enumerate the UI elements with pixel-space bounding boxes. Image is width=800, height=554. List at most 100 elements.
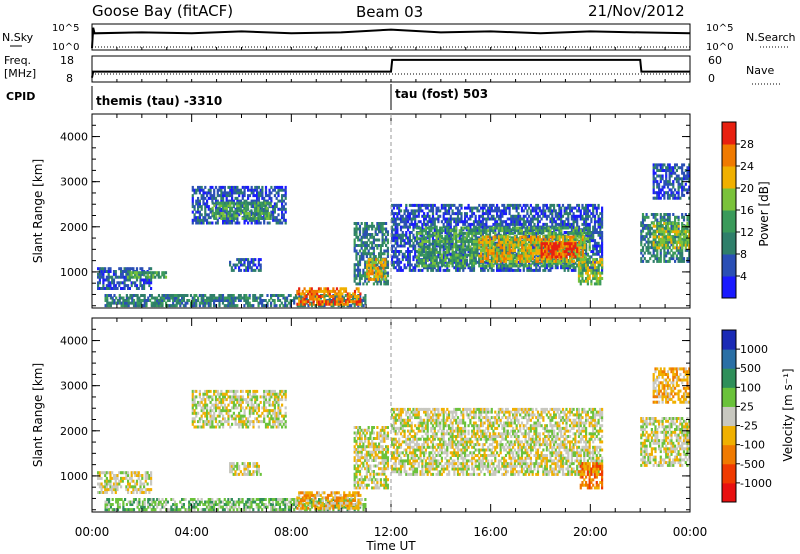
data-cell bbox=[478, 259, 481, 262]
data-cell bbox=[236, 258, 239, 262]
data-cell bbox=[439, 258, 442, 262]
data-cell bbox=[569, 212, 572, 216]
data-cell bbox=[161, 301, 164, 305]
data-cell bbox=[391, 236, 394, 240]
data-cell bbox=[451, 259, 454, 262]
data-cell bbox=[547, 268, 550, 272]
data-cell bbox=[565, 253, 568, 257]
data-cell bbox=[383, 279, 386, 283]
data-cell bbox=[490, 245, 493, 249]
data-cell bbox=[200, 296, 203, 300]
data-cell bbox=[232, 263, 235, 267]
data-cell bbox=[392, 252, 395, 256]
data-cell bbox=[451, 245, 454, 249]
data-cell bbox=[567, 231, 570, 235]
data-cell bbox=[401, 225, 404, 229]
data-cell bbox=[478, 209, 481, 213]
data-cell bbox=[392, 236, 395, 240]
data-cell bbox=[483, 212, 486, 216]
data-cell bbox=[599, 250, 602, 253]
data-cell bbox=[120, 281, 123, 285]
data-cell bbox=[440, 261, 443, 265]
data-cell bbox=[248, 263, 251, 267]
data-cell bbox=[229, 211, 232, 215]
data-cell bbox=[391, 231, 394, 234]
data-cell bbox=[252, 299, 255, 302]
data-cell bbox=[394, 225, 397, 229]
data-cell bbox=[236, 201, 239, 205]
data-cell bbox=[254, 185, 257, 189]
data-cell bbox=[561, 214, 565, 218]
data-cell bbox=[599, 247, 602, 251]
data-cell bbox=[592, 244, 595, 248]
data-cell bbox=[601, 222, 604, 226]
data-cell bbox=[513, 253, 516, 257]
data-cell bbox=[408, 241, 411, 245]
data-cell bbox=[375, 272, 378, 276]
data-cell bbox=[510, 268, 513, 272]
data-cell bbox=[455, 268, 458, 272]
data-cell bbox=[430, 209, 433, 213]
data-cell bbox=[220, 211, 223, 215]
data-cell bbox=[526, 203, 529, 207]
data-cell bbox=[506, 238, 509, 242]
data-cell bbox=[245, 199, 248, 203]
data-cell bbox=[487, 254, 490, 258]
data-cell bbox=[488, 206, 492, 210]
data-cell bbox=[554, 239, 557, 243]
data-cell bbox=[232, 201, 235, 205]
data-cell bbox=[391, 258, 394, 262]
data-cell bbox=[193, 301, 196, 305]
data-cell bbox=[549, 212, 552, 216]
data-cell bbox=[601, 244, 604, 248]
data-cell bbox=[419, 268, 422, 272]
data-cell bbox=[446, 264, 449, 268]
data-cell bbox=[408, 250, 411, 253]
data-cell bbox=[503, 238, 506, 242]
data-cell bbox=[553, 203, 556, 207]
data-cell bbox=[209, 188, 212, 192]
data-cell bbox=[572, 206, 575, 210]
data-cell bbox=[175, 304, 178, 308]
data-cell bbox=[426, 236, 429, 240]
data-cell bbox=[213, 296, 216, 300]
data-cell bbox=[399, 203, 403, 207]
data-cell bbox=[410, 263, 413, 267]
data-cell bbox=[357, 268, 360, 272]
data-cell bbox=[567, 214, 570, 218]
data-cell bbox=[386, 282, 389, 286]
data-cell bbox=[275, 202, 278, 206]
data-cell bbox=[508, 229, 511, 233]
data-cell bbox=[100, 272, 103, 276]
data-cell bbox=[323, 304, 326, 308]
data-cell bbox=[163, 296, 166, 300]
data-cell bbox=[259, 201, 262, 205]
data-cell bbox=[261, 294, 264, 297]
data-cell bbox=[330, 302, 333, 306]
data-cell bbox=[448, 248, 451, 252]
data-cell bbox=[139, 275, 142, 279]
data-cell bbox=[259, 263, 262, 267]
data-cell bbox=[250, 209, 253, 213]
data-cell bbox=[310, 301, 314, 305]
data-cell bbox=[253, 217, 256, 220]
data-cell bbox=[264, 206, 267, 210]
data-cell bbox=[334, 302, 337, 306]
data-cell bbox=[289, 294, 292, 297]
data-cell bbox=[109, 287, 112, 290]
data-cell bbox=[364, 230, 367, 234]
data-cell bbox=[526, 225, 529, 229]
data-cell bbox=[554, 220, 557, 224]
data-cell bbox=[357, 266, 360, 269]
data-cell bbox=[364, 266, 367, 269]
data-cell bbox=[547, 226, 550, 230]
data-cell bbox=[143, 294, 146, 297]
data-cell bbox=[471, 206, 474, 210]
data-cell bbox=[408, 203, 411, 207]
data-cell bbox=[585, 209, 588, 213]
data-cell bbox=[284, 207, 287, 211]
data-cell bbox=[150, 296, 153, 300]
data-cell bbox=[132, 271, 135, 275]
data-cell bbox=[188, 299, 191, 302]
data-cell bbox=[223, 204, 227, 208]
